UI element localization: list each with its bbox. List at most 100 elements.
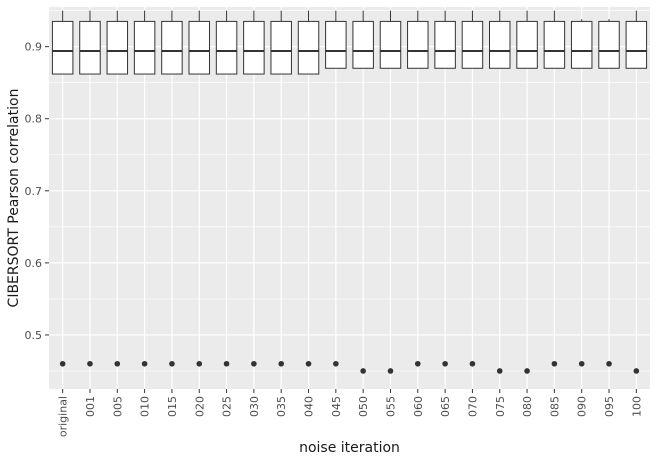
outlier-point (551, 360, 558, 367)
box-body (598, 20, 620, 69)
box-body (461, 20, 484, 69)
outlier-point (278, 360, 285, 367)
outlier-point (141, 360, 148, 367)
box-045 (325, 10, 347, 69)
y-tick-label: 0.7 (25, 185, 43, 198)
outlier-point (223, 360, 230, 367)
x-tick-label: 025 (221, 396, 234, 417)
box-075 (489, 10, 511, 69)
box-body (161, 20, 183, 75)
outlier-point (387, 368, 394, 374)
box-body (325, 20, 347, 69)
box-085 (543, 10, 566, 69)
box-020 (188, 10, 210, 75)
x-tick-label: 005 (111, 396, 124, 417)
outlier-points (59, 360, 640, 374)
x-tick-label: 020 (193, 396, 206, 417)
x-tick-label: 065 (439, 396, 452, 417)
box-015 (161, 10, 183, 75)
y-tick-label: 0.9 (25, 41, 43, 54)
x-tick-label: 060 (412, 396, 425, 417)
x-tick-label: 075 (494, 396, 507, 417)
x-tick-label: 015 (166, 396, 179, 417)
y-axis: 0.5 0.6 0.7 0.8 0.9 (25, 41, 49, 342)
minor-gridlines (49, 10, 650, 372)
outlier-point (606, 360, 612, 367)
outlier-point (169, 360, 175, 367)
box-body (188, 20, 210, 75)
x-tick-label: 050 (357, 396, 370, 417)
x-tick-label: 080 (521, 396, 534, 417)
box-body (379, 20, 402, 69)
box-body (352, 20, 374, 69)
box-body (407, 20, 429, 69)
box-body (543, 20, 566, 69)
box-080 (516, 10, 538, 69)
box-body (215, 20, 238, 75)
outlier-point (633, 368, 640, 374)
outlier-point (578, 360, 585, 367)
y-tick-label: 0.6 (25, 257, 43, 270)
box-body (133, 20, 156, 75)
box-100 (625, 10, 648, 69)
x-tick-label: 055 (384, 396, 397, 417)
box-060 (407, 10, 429, 69)
box-030 (243, 10, 265, 75)
x-tick-label: 070 (466, 396, 479, 417)
y-axis-title: CIBERSORT Pearson correlation (6, 89, 22, 308)
outlier-point (442, 360, 448, 367)
outlier-point (333, 360, 339, 367)
outlier-point (496, 368, 503, 374)
box-065 (434, 10, 456, 69)
box-body (79, 20, 101, 75)
box-095 (598, 19, 620, 69)
outlier-point (524, 368, 530, 374)
box-001 (79, 10, 101, 75)
box-body (434, 20, 456, 69)
outlier-point (196, 360, 203, 367)
outlier-point (469, 360, 476, 367)
x-axis-title: noise iteration (299, 440, 400, 456)
box-body (516, 20, 538, 69)
x-tick-label: 090 (576, 396, 589, 417)
box-series (51, 10, 648, 75)
outlier-point (114, 360, 121, 367)
x-tick-label: 010 (139, 396, 152, 417)
outlier-point (305, 360, 312, 367)
x-tick-label: original (57, 396, 70, 437)
box-body (297, 20, 320, 75)
box-010 (133, 10, 156, 75)
box-035 (270, 10, 292, 75)
box-055 (379, 10, 402, 69)
box-body (489, 20, 511, 69)
x-axis: original 001 005 010 015 020 025 030 035 040 045 05… (57, 389, 643, 437)
y-tick-label: 0.5 (25, 329, 43, 342)
box-body (243, 20, 265, 75)
box-005 (106, 10, 129, 75)
outlier-point (251, 360, 257, 367)
box-body (270, 20, 292, 75)
x-tick-label: 045 (330, 396, 343, 417)
box-body (625, 20, 648, 69)
outlier-point (360, 368, 366, 374)
x-tick-label: 100 (630, 396, 643, 417)
x-tick-label: 001 (84, 396, 97, 417)
y-tick-label: 0.8 (25, 113, 43, 126)
x-tick-label: 035 (275, 396, 288, 417)
outlier-point (87, 360, 93, 367)
x-tick-label: 095 (603, 396, 616, 417)
box-body (106, 20, 129, 75)
box-050 (352, 10, 374, 69)
box-body (51, 20, 74, 75)
box-025 (215, 10, 238, 75)
box-040 (297, 10, 320, 75)
outlier-point (59, 360, 66, 367)
box-070 (461, 10, 484, 69)
box-body (570, 20, 593, 69)
box-original (51, 10, 74, 75)
x-tick-label: 040 (303, 396, 316, 417)
box-090 (570, 19, 593, 69)
outlier-point (414, 360, 421, 367)
x-tick-label: 085 (548, 396, 561, 417)
